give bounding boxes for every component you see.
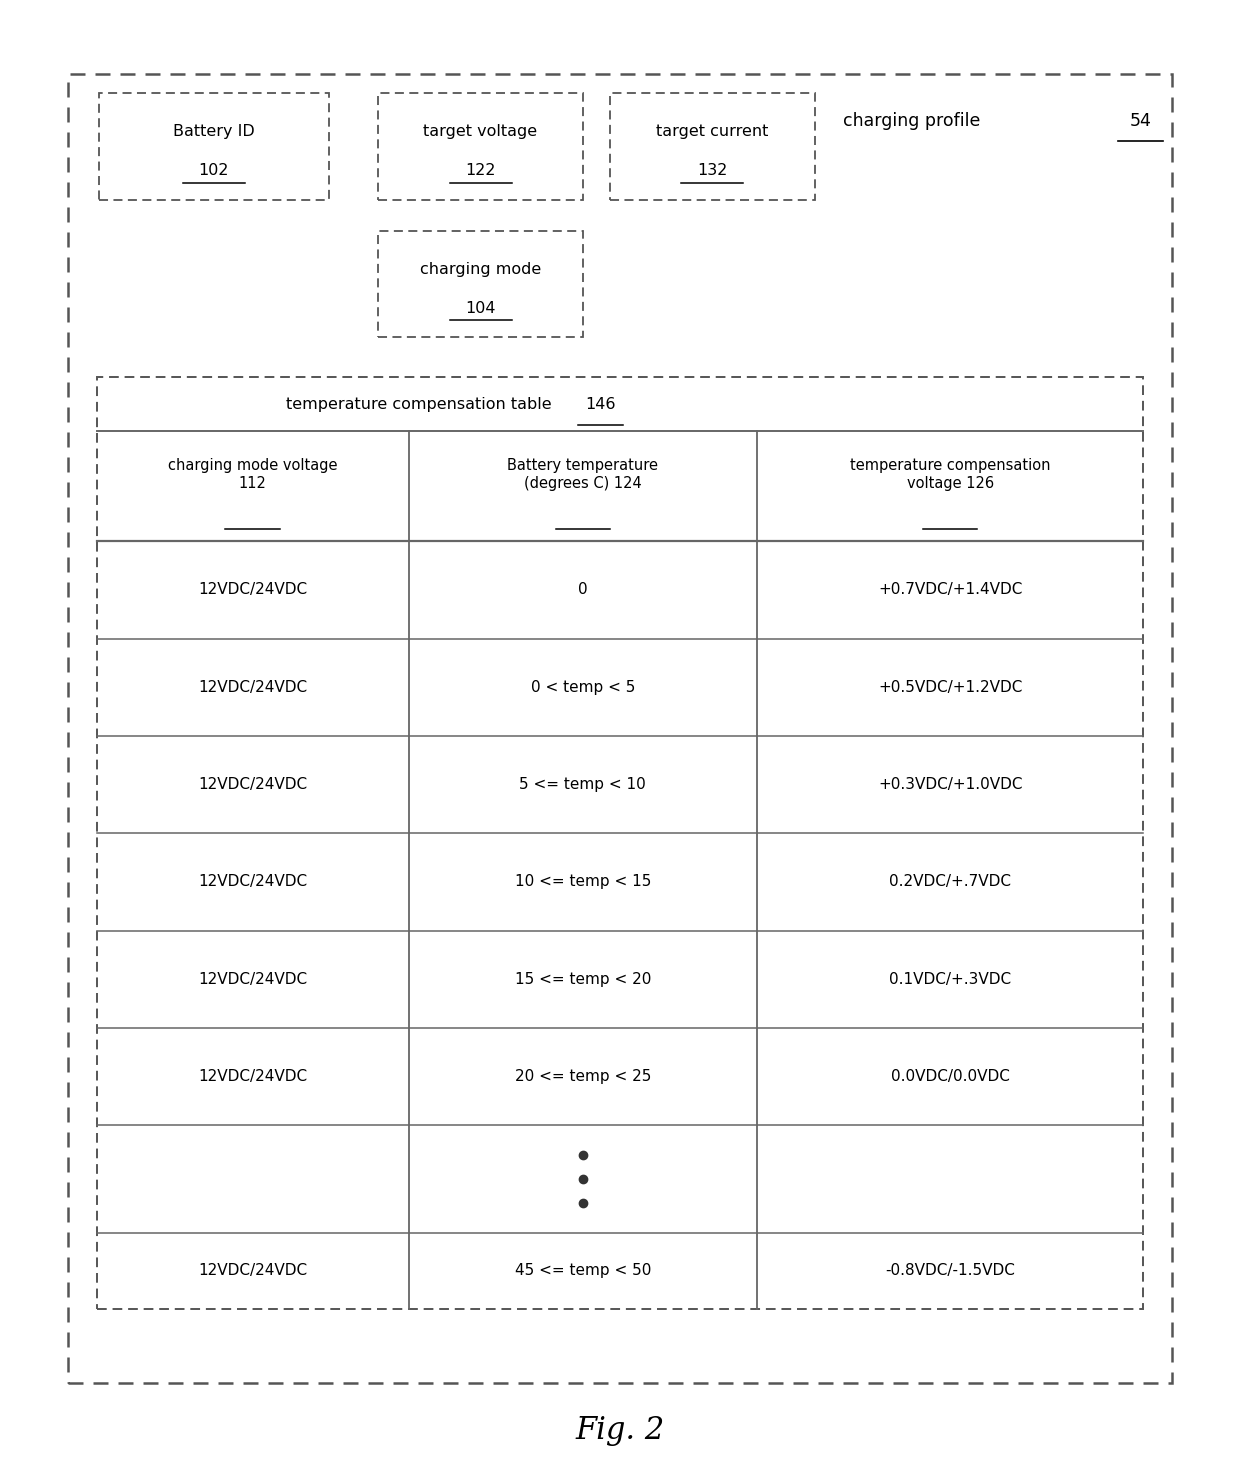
Text: 0: 0 [578,583,588,598]
Text: 10 <= temp < 15: 10 <= temp < 15 [515,874,651,889]
Text: 0 < temp < 5: 0 < temp < 5 [531,680,635,695]
Text: Fig. 2: Fig. 2 [575,1415,665,1445]
Text: 0.0VDC/0.0VDC: 0.0VDC/0.0VDC [890,1069,1009,1084]
Text: Battery ID: Battery ID [174,124,254,139]
Text: 45 <= temp < 50: 45 <= temp < 50 [515,1263,651,1278]
Text: 54: 54 [1130,112,1152,130]
Text: 5 <= temp < 10: 5 <= temp < 10 [520,776,646,793]
Text: 0.2VDC/+.7VDC: 0.2VDC/+.7VDC [889,874,1011,889]
Text: 15 <= temp < 20: 15 <= temp < 20 [515,972,651,986]
Text: target current: target current [656,124,769,139]
Text: charging profile: charging profile [843,112,981,130]
Text: 12VDC/24VDC: 12VDC/24VDC [198,776,308,793]
Text: target voltage: target voltage [423,124,538,139]
Text: Battery temperature
(degrees C) 124: Battery temperature (degrees C) 124 [507,457,658,491]
Text: 102: 102 [198,163,229,179]
FancyBboxPatch shape [68,74,1172,1383]
Text: 12VDC/24VDC: 12VDC/24VDC [198,680,308,695]
Text: -0.8VDC/-1.5VDC: -0.8VDC/-1.5VDC [885,1263,1016,1278]
Text: charging mode voltage
112: charging mode voltage 112 [167,457,337,491]
Text: 122: 122 [465,163,496,179]
Text: temperature compensation table: temperature compensation table [286,396,557,411]
Text: 104: 104 [465,300,496,317]
Text: 12VDC/24VDC: 12VDC/24VDC [198,583,308,598]
Text: 12VDC/24VDC: 12VDC/24VDC [198,1263,308,1278]
Text: 20 <= temp < 25: 20 <= temp < 25 [515,1069,651,1084]
FancyBboxPatch shape [99,93,329,200]
FancyBboxPatch shape [97,377,1143,1309]
Text: +0.5VDC/+1.2VDC: +0.5VDC/+1.2VDC [878,680,1022,695]
Text: 0.1VDC/+.3VDC: 0.1VDC/+.3VDC [889,972,1012,986]
Text: 132: 132 [697,163,728,179]
Text: 12VDC/24VDC: 12VDC/24VDC [198,1069,308,1084]
Text: temperature compensation
voltage 126: temperature compensation voltage 126 [849,457,1050,491]
Text: 12VDC/24VDC: 12VDC/24VDC [198,874,308,889]
Text: +0.3VDC/+1.0VDC: +0.3VDC/+1.0VDC [878,776,1023,793]
Text: charging mode: charging mode [420,262,541,277]
FancyBboxPatch shape [610,93,815,200]
FancyBboxPatch shape [378,93,583,200]
FancyBboxPatch shape [378,231,583,337]
Text: 146: 146 [585,396,616,411]
Text: 12VDC/24VDC: 12VDC/24VDC [198,972,308,986]
Text: +0.7VDC/+1.4VDC: +0.7VDC/+1.4VDC [878,583,1022,598]
